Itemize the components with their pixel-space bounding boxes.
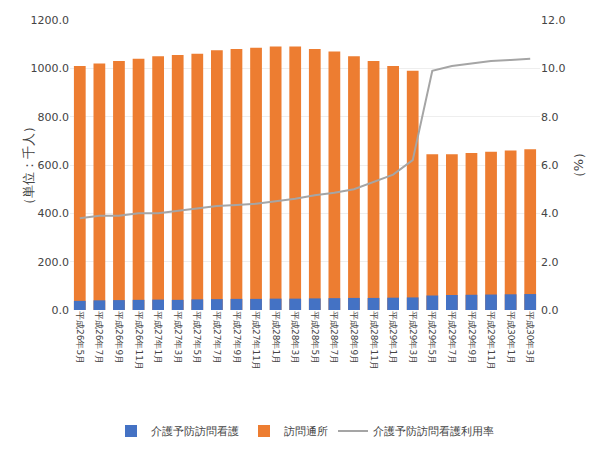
svg-text:平成28年7月: 平成28年7月 [329,311,339,364]
svg-text:6.0: 6.0 [541,159,559,172]
svg-text:平成29年7月: 平成29年7月 [447,311,457,364]
svg-text:10.0: 10.0 [541,62,566,75]
svg-text:4.0: 4.0 [541,207,559,220]
svg-text:200.0: 200.0 [38,256,70,269]
svg-text:平成27年7月: 平成27年7月 [212,311,222,364]
svg-text:平成27年3月: 平成27年3月 [173,311,183,364]
svg-text:平成28年9月: 平成28年9月 [349,311,359,364]
svg-text:平成26年7月: 平成26年7月 [94,311,104,364]
svg-text:平成29年5月: 平成29年5月 [427,311,437,364]
svg-text:平成30年1月: 平成30年1月 [506,311,516,364]
svg-text:平成29年11月: 平成29年11月 [486,311,496,370]
svg-text:800.0: 800.0 [38,111,70,124]
svg-text:（単位：千人）: （単位：千人） [21,120,36,211]
svg-text:（%）: （%） [571,146,586,184]
svg-text:平成26年5月: 平成26年5月 [75,311,85,364]
svg-text:8.0: 8.0 [541,111,559,124]
svg-text:平成29年3月: 平成29年3月 [408,311,418,364]
svg-text:平成30年3月: 平成30年3月 [525,311,535,364]
svg-text:400.0: 400.0 [38,207,70,220]
svg-text:訪問通所: 訪問通所 [284,425,328,438]
svg-text:介護予防訪問看護: 介護予防訪問看護 [151,425,239,438]
svg-text:1000.0: 1000.0 [31,62,70,75]
svg-text:平成26年11月: 平成26年11月 [134,311,144,370]
svg-text:平成27年5月: 平成27年5月 [192,311,202,364]
svg-text:平成27年1月: 平成27年1月 [153,311,163,364]
svg-text:平成29年9月: 平成29年9月 [467,311,477,364]
svg-text:平成28年5月: 平成28年5月 [310,311,320,364]
svg-text:平成27年9月: 平成27年9月 [232,311,242,364]
svg-text:平成26年9月: 平成26年9月 [114,311,124,364]
svg-text:0.0: 0.0 [541,304,559,317]
svg-text:平成27年11月: 平成27年11月 [251,311,261,370]
svg-text:1200.0: 1200.0 [31,14,70,27]
svg-text:0.0: 0.0 [52,304,70,317]
svg-text:平成28年3月: 平成28年3月 [290,311,300,364]
svg-text:12.0: 12.0 [541,14,566,27]
svg-text:介護予防訪問看護利用率: 介護予防訪問看護利用率 [373,425,494,438]
svg-text:平成29年1月: 平成29年1月 [388,311,398,364]
svg-text:600.0: 600.0 [38,159,70,172]
svg-text:平成28年11月: 平成28年11月 [369,311,379,370]
svg-text:2.0: 2.0 [541,256,559,269]
svg-text:平成28年1月: 平成28年1月 [271,311,281,364]
